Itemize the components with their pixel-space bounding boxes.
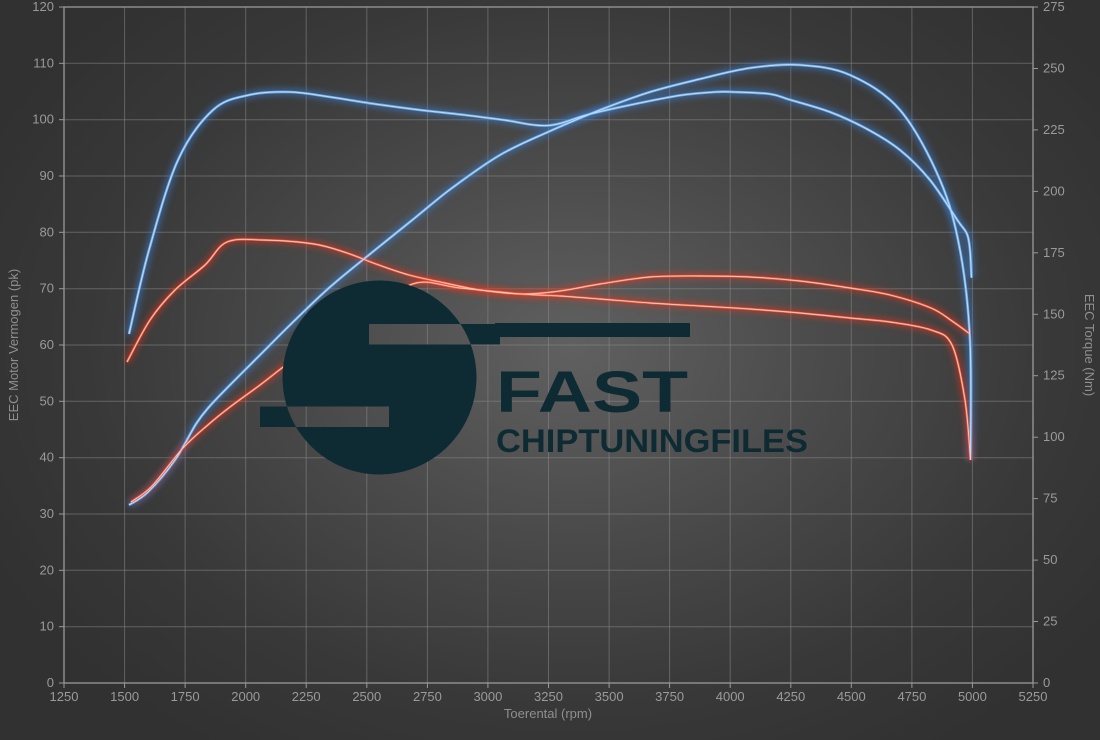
svg-text:2500: 2500 [352, 689, 381, 704]
svg-text:4250: 4250 [776, 689, 805, 704]
svg-text:50: 50 [1043, 552, 1057, 567]
svg-text:60: 60 [40, 337, 54, 352]
svg-text:100: 100 [32, 112, 54, 127]
svg-text:2250: 2250 [292, 689, 321, 704]
svg-text:1250: 1250 [50, 689, 79, 704]
svg-text:1750: 1750 [171, 689, 200, 704]
svg-text:275: 275 [1043, 0, 1065, 14]
svg-text:1500: 1500 [110, 689, 139, 704]
svg-text:4750: 4750 [897, 689, 926, 704]
svg-text:4500: 4500 [837, 689, 866, 704]
svg-text:3250: 3250 [534, 689, 563, 704]
svg-text:EEC Motor Vermogen (pk): EEC Motor Vermogen (pk) [6, 269, 21, 421]
svg-text:4000: 4000 [716, 689, 745, 704]
svg-text:FAST: FAST [496, 360, 688, 425]
svg-text:100: 100 [1043, 429, 1065, 444]
svg-text:3500: 3500 [595, 689, 624, 704]
svg-text:0: 0 [1043, 675, 1050, 690]
svg-text:150: 150 [1043, 306, 1065, 321]
svg-text:5000: 5000 [958, 689, 987, 704]
svg-text:175: 175 [1043, 245, 1065, 260]
svg-text:2750: 2750 [413, 689, 442, 704]
svg-text:125: 125 [1043, 368, 1065, 383]
svg-text:80: 80 [40, 224, 54, 239]
svg-text:25: 25 [1043, 614, 1057, 629]
svg-text:10: 10 [40, 619, 54, 634]
svg-text:50: 50 [40, 393, 54, 408]
svg-text:250: 250 [1043, 61, 1065, 76]
svg-text:200: 200 [1043, 183, 1065, 198]
svg-text:EEC Torque (Nm): EEC Torque (Nm) [1082, 294, 1097, 396]
svg-text:40: 40 [40, 450, 54, 465]
svg-text:225: 225 [1043, 122, 1065, 137]
svg-text:2000: 2000 [231, 689, 260, 704]
svg-text:90: 90 [40, 168, 54, 183]
svg-text:3750: 3750 [655, 689, 684, 704]
svg-text:120: 120 [32, 0, 54, 14]
svg-text:20: 20 [40, 562, 54, 577]
svg-text:Toerental (rpm): Toerental (rpm) [504, 706, 592, 721]
svg-text:110: 110 [33, 55, 54, 70]
svg-text:70: 70 [40, 281, 54, 296]
svg-text:CHIPTUNINGFILES: CHIPTUNINGFILES [496, 423, 808, 459]
svg-text:3000: 3000 [473, 689, 502, 704]
svg-text:75: 75 [1043, 491, 1057, 506]
svg-text:30: 30 [40, 506, 54, 521]
svg-text:0: 0 [47, 675, 54, 690]
svg-text:5250: 5250 [1019, 689, 1048, 704]
